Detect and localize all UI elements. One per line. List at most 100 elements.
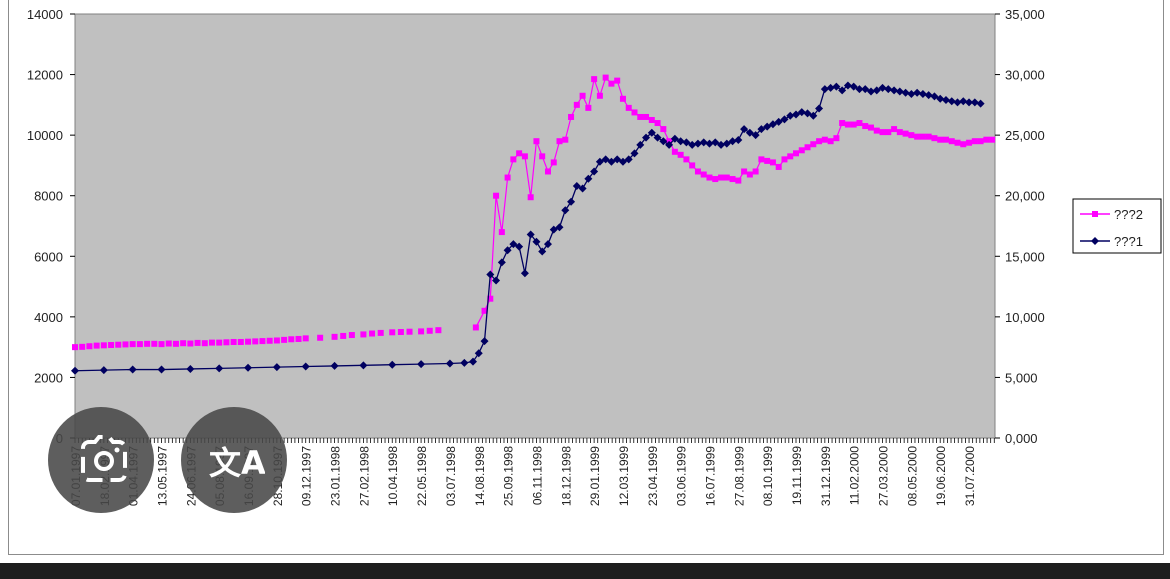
series-2-point <box>879 129 886 136</box>
series-2-point <box>504 174 511 181</box>
series-2-point <box>187 340 194 347</box>
series-2-point <box>816 138 823 145</box>
series-2-point <box>288 336 295 343</box>
series-2-point <box>908 132 915 139</box>
series-1-point <box>728 137 737 146</box>
series-2-point <box>971 138 978 145</box>
x-tick-label: 12.03.1999 <box>617 446 631 506</box>
series-2-point <box>544 168 551 175</box>
series-2-point <box>637 113 644 120</box>
series-2-point <box>591 76 598 83</box>
camera-search-button[interactable] <box>48 407 154 513</box>
series-2-point <box>72 344 78 351</box>
series-1-point <box>417 360 426 369</box>
x-tick-label: 08.10.1999 <box>761 446 775 506</box>
series-2-point <box>510 156 517 163</box>
series-2-point <box>694 168 701 175</box>
series-1-point <box>826 83 835 92</box>
x-tick-label: 06.11.1998 <box>530 446 544 505</box>
series-1-point <box>624 155 633 164</box>
series-2-point <box>158 341 165 348</box>
series-2-point <box>862 123 869 130</box>
left-tick-label: 10000 <box>27 128 63 143</box>
x-tick-label: 03.06.1999 <box>675 446 689 506</box>
series-1-point <box>647 128 656 137</box>
translate-button[interactable]: 文A <box>181 407 287 513</box>
series-1-point <box>941 96 950 105</box>
series-1-point <box>503 246 512 255</box>
series-1-point <box>244 363 253 372</box>
series-2-point <box>643 113 650 120</box>
series-2-point <box>406 328 413 335</box>
series-1-point <box>866 87 875 96</box>
left-tick-label: 12000 <box>27 68 63 83</box>
series-2-point <box>873 127 880 134</box>
series-2-point <box>596 92 603 99</box>
series-1-point <box>768 120 777 129</box>
series-1-point <box>607 157 616 166</box>
translate-icon: 文A <box>209 444 265 482</box>
series-2-point <box>194 339 201 346</box>
series-2-point <box>100 342 107 349</box>
series-2-point <box>833 135 840 142</box>
series-1-point <box>659 137 668 146</box>
series-1-point <box>907 89 916 98</box>
series-1-point <box>157 365 166 374</box>
series-2-point <box>966 139 973 146</box>
series-2-point <box>787 153 794 160</box>
x-tick-label: 23.01.1998 <box>329 446 343 506</box>
series-1-point <box>532 237 541 246</box>
series-2-point <box>625 104 632 111</box>
series-2-point <box>180 340 187 347</box>
series-2-point <box>810 141 817 148</box>
series-1-point <box>740 125 749 134</box>
series-1-point <box>636 140 645 149</box>
bottom-bar <box>0 563 1170 579</box>
series-1-point <box>601 155 610 164</box>
series-2-point <box>550 159 557 166</box>
series-2-point <box>498 229 505 236</box>
series-2-point <box>585 104 592 111</box>
series-2-point <box>377 329 384 336</box>
series-2-point <box>418 328 425 335</box>
series-2-point <box>654 120 661 127</box>
series-2-point <box>223 339 230 346</box>
series-1-point <box>653 133 662 142</box>
right-tick-label: 25,000 <box>1005 128 1045 143</box>
series-2-point <box>827 138 834 145</box>
series-2-point <box>317 334 324 341</box>
series-2-point <box>568 113 575 120</box>
series-1-point <box>388 360 397 369</box>
series-2-point <box>902 130 909 137</box>
series-2-point <box>579 92 586 99</box>
series-1-point <box>492 276 501 285</box>
series-1-point <box>757 125 766 134</box>
series-2-point <box>562 136 569 143</box>
series-2-point <box>614 77 621 84</box>
series-1-point <box>734 135 743 144</box>
series-1-point <box>682 138 691 147</box>
series-1-point <box>705 139 714 148</box>
series-1-point <box>460 358 469 367</box>
series-2-point <box>729 176 736 183</box>
x-tick-label: 27.02.1998 <box>357 446 371 506</box>
x-tick-label: 03.07.1998 <box>444 446 458 506</box>
series-2-point <box>793 150 800 157</box>
series-2-point <box>937 136 944 143</box>
x-tick-label: 23.04.1999 <box>646 446 660 506</box>
series-2-point <box>942 136 949 143</box>
series-2-point <box>683 156 690 163</box>
series-1-point <box>959 97 968 106</box>
series-1-point <box>843 81 852 90</box>
left-tick-label: 2000 <box>34 370 63 385</box>
series-2-point <box>487 295 494 302</box>
series-2-point <box>712 176 719 183</box>
series-2-point <box>821 136 828 143</box>
x-tick-label: 13.05.1997 <box>156 446 170 506</box>
series-2-point <box>151 340 158 347</box>
series-1-point <box>688 140 697 149</box>
series-1-point <box>630 149 639 158</box>
series-2-point <box>914 133 921 140</box>
left-tick-label: 14000 <box>27 7 63 22</box>
